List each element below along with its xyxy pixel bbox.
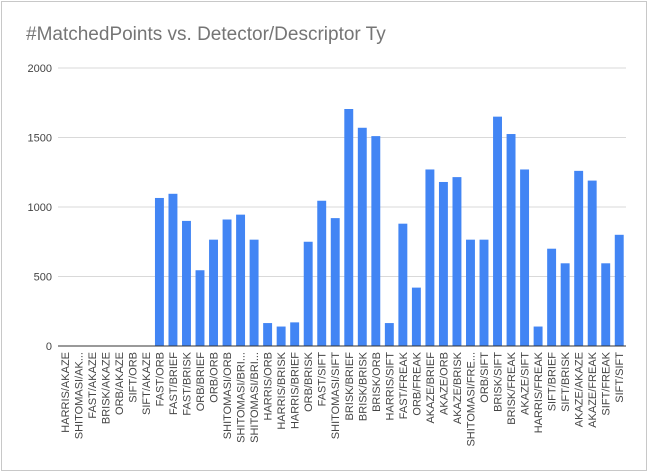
gridlines [58,67,626,277]
bar [466,239,475,346]
bar [357,127,367,347]
x-tick-label: HARRIS/BRISK [276,351,288,429]
x-tick-label: FAST/BRIEF [168,352,180,415]
x-tick-label: ORB/BRIEF [195,352,207,412]
x-tick-label: HARRIS/FREAK [533,351,545,433]
y-tick-label: 500 [34,272,52,284]
x-tick-label: SHITOMASI/BRI... [249,352,261,443]
x-axis-labels: HARRIS/AKAZE SHITOMASI/AK... FAST/AKAZE BRI… [60,351,626,446]
x-tick-label: BRISK/BRIEF [344,352,356,421]
bars [154,109,624,347]
x-tick-label: ORB/FREAK [411,351,423,415]
x-tick-label: ORB/SIFT [479,352,491,403]
y-axis-ticks: 0 500 1000 1500 2000 [28,63,52,353]
bar [168,193,178,346]
x-tick-label: SHITOMASI/ORB [222,352,234,439]
x-tick-label: BRISK/SIFT [493,352,505,412]
x-tick-label: HARRIS/SIFT [384,352,396,421]
x-tick-label: SIFT/FREAK [601,351,613,415]
bar [425,169,435,346]
x-tick-label: FAST/AKAZE [87,352,99,419]
x-tick-label: BRISK/ORB [371,352,383,412]
bar [452,177,462,346]
x-tick-label: HARRIS/ORB [263,352,275,420]
x-tick-label: BRISK/BRISK [357,351,369,421]
bar [222,219,232,346]
bar [411,287,421,346]
bar [479,239,489,346]
bar [601,263,611,346]
bar [303,241,313,346]
x-tick-label: HARRIS/BRIEF [290,352,302,429]
bar [290,322,300,346]
x-tick-label: AKAZE/ORB [438,352,450,415]
bar [154,197,164,346]
y-tick-label: 1000 [28,202,52,214]
x-tick-label: AKAZE/AKAZE [574,352,586,427]
bar [506,134,516,346]
bar [520,169,530,346]
x-tick-label: SIFT/BRISK [560,351,572,412]
bar [276,326,286,346]
bar [209,239,218,346]
bar [182,220,191,346]
bar [574,170,584,346]
chart-title: #MatchedPoints vs. Detector/Descriptor T… [26,24,386,45]
bar [587,180,597,346]
bar [195,270,205,346]
x-tick-label: SIFT/SIFT [614,352,626,403]
y-tick-label: 1500 [28,133,52,145]
x-tick-label: FAST/SIFT [317,352,329,407]
x-tick-label: SIFT/ORB [127,352,139,403]
x-tick-label: AKAZE/FREAK [587,351,599,427]
x-tick-label: BRISK/FREAK [506,351,518,424]
x-tick-label: SIFT/AKAZE [141,352,153,415]
x-tick-label: BRISK/AKAZE [100,352,112,424]
x-tick-label: ORB/ORB [209,352,221,403]
x-tick-label: ORB/BRISK [303,351,315,412]
x-tick-label: SHITOMASI/AK... [73,352,85,439]
bar [236,214,246,346]
x-tick-label: ORB/AKAZE [114,352,126,415]
bar [384,323,394,346]
x-tick-label: SHITOMASI/FRE... [465,352,477,447]
bar [560,263,570,346]
bar [493,116,502,347]
bar [533,326,543,346]
bar [249,239,259,346]
x-tick-label: SHITOMASI/SIFT [330,352,342,439]
bar [547,248,557,346]
x-tick-label: FAST/BRISK [181,351,193,415]
x-tick-label: HARRIS/AKAZE [60,352,72,433]
x-tick-label: SIFT/BRIEF [547,352,559,412]
bar [614,234,624,346]
bar [398,223,408,346]
bar [330,218,340,346]
y-tick-label: 2000 [28,63,52,75]
bar [263,323,273,346]
bar [438,181,448,346]
x-tick-label: AKAZE/BRIEF [425,352,437,424]
bar [317,200,327,346]
x-tick-label: AKAZE/BRISK [452,351,464,424]
bar [344,109,354,346]
y-tick-label: 0 [46,341,52,353]
x-tick-label: AKAZE/SIFT [520,352,532,415]
x-tick-label: FAST/ORB [154,352,166,406]
x-tick-label: FAST/FREAK [398,351,410,419]
bar [371,136,381,346]
x-tick-label: SHITOMASI/BRI... [236,352,248,443]
